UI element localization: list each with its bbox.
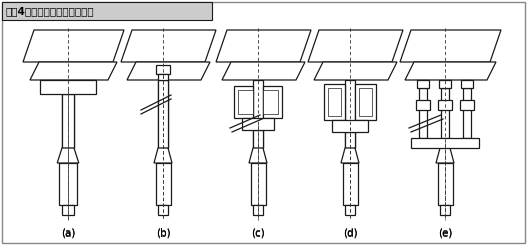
Bar [345, 205, 355, 215]
Polygon shape [400, 30, 501, 62]
Polygon shape [405, 62, 496, 80]
Bar [253, 80, 263, 148]
Text: (b): (b) [155, 228, 170, 238]
Bar [437, 163, 453, 205]
Bar [461, 80, 473, 88]
Bar [416, 100, 430, 110]
Bar [355, 84, 376, 120]
Bar [460, 100, 474, 110]
Bar [411, 138, 479, 148]
Polygon shape [30, 62, 117, 80]
Bar [2, 2, 212, 20]
Text: (c): (c) [251, 227, 265, 237]
Polygon shape [222, 62, 305, 80]
Bar [62, 94, 74, 148]
Polygon shape [308, 30, 403, 62]
Bar [328, 88, 341, 116]
Bar [156, 65, 170, 74]
Bar [158, 74, 168, 80]
Polygon shape [436, 148, 454, 163]
Bar [62, 205, 74, 215]
Bar [345, 132, 355, 148]
Bar [463, 88, 471, 138]
Polygon shape [154, 148, 172, 163]
Bar [250, 163, 266, 205]
Bar [238, 90, 253, 114]
Bar [155, 163, 171, 205]
Polygon shape [57, 148, 79, 163]
Bar [343, 163, 357, 205]
Bar [417, 80, 429, 88]
Bar [440, 205, 450, 215]
Bar [332, 120, 368, 132]
Polygon shape [216, 30, 311, 62]
Text: (e): (e) [438, 227, 453, 237]
Polygon shape [314, 62, 397, 80]
Text: (d): (d) [343, 227, 358, 237]
Text: (c): (c) [251, 228, 265, 238]
Text: (a): (a) [61, 227, 76, 237]
Bar [263, 86, 282, 118]
Text: (e): (e) [438, 228, 452, 238]
Bar [345, 80, 355, 148]
Bar [263, 90, 278, 114]
Polygon shape [121, 30, 216, 62]
Bar [419, 88, 427, 138]
Bar [242, 118, 274, 130]
Polygon shape [127, 62, 210, 80]
Text: (a): (a) [61, 228, 75, 238]
Bar [59, 163, 77, 205]
Bar [438, 100, 452, 110]
Bar [324, 84, 345, 120]
Bar [40, 80, 96, 94]
Bar [359, 88, 372, 116]
Text: (b): (b) [156, 227, 171, 237]
Bar [253, 130, 263, 148]
Bar [253, 205, 263, 215]
Bar [158, 80, 168, 148]
Bar [234, 86, 253, 118]
Polygon shape [249, 148, 267, 163]
Bar [158, 80, 168, 148]
Polygon shape [341, 148, 359, 163]
Text: (d): (d) [343, 228, 357, 238]
Bar [439, 80, 451, 88]
Bar [158, 205, 168, 215]
Text: 【図4】パンチ固定方法の変化: 【図4】パンチ固定方法の変化 [6, 6, 95, 16]
Bar [62, 94, 74, 148]
Polygon shape [23, 30, 124, 62]
Bar [441, 88, 449, 138]
